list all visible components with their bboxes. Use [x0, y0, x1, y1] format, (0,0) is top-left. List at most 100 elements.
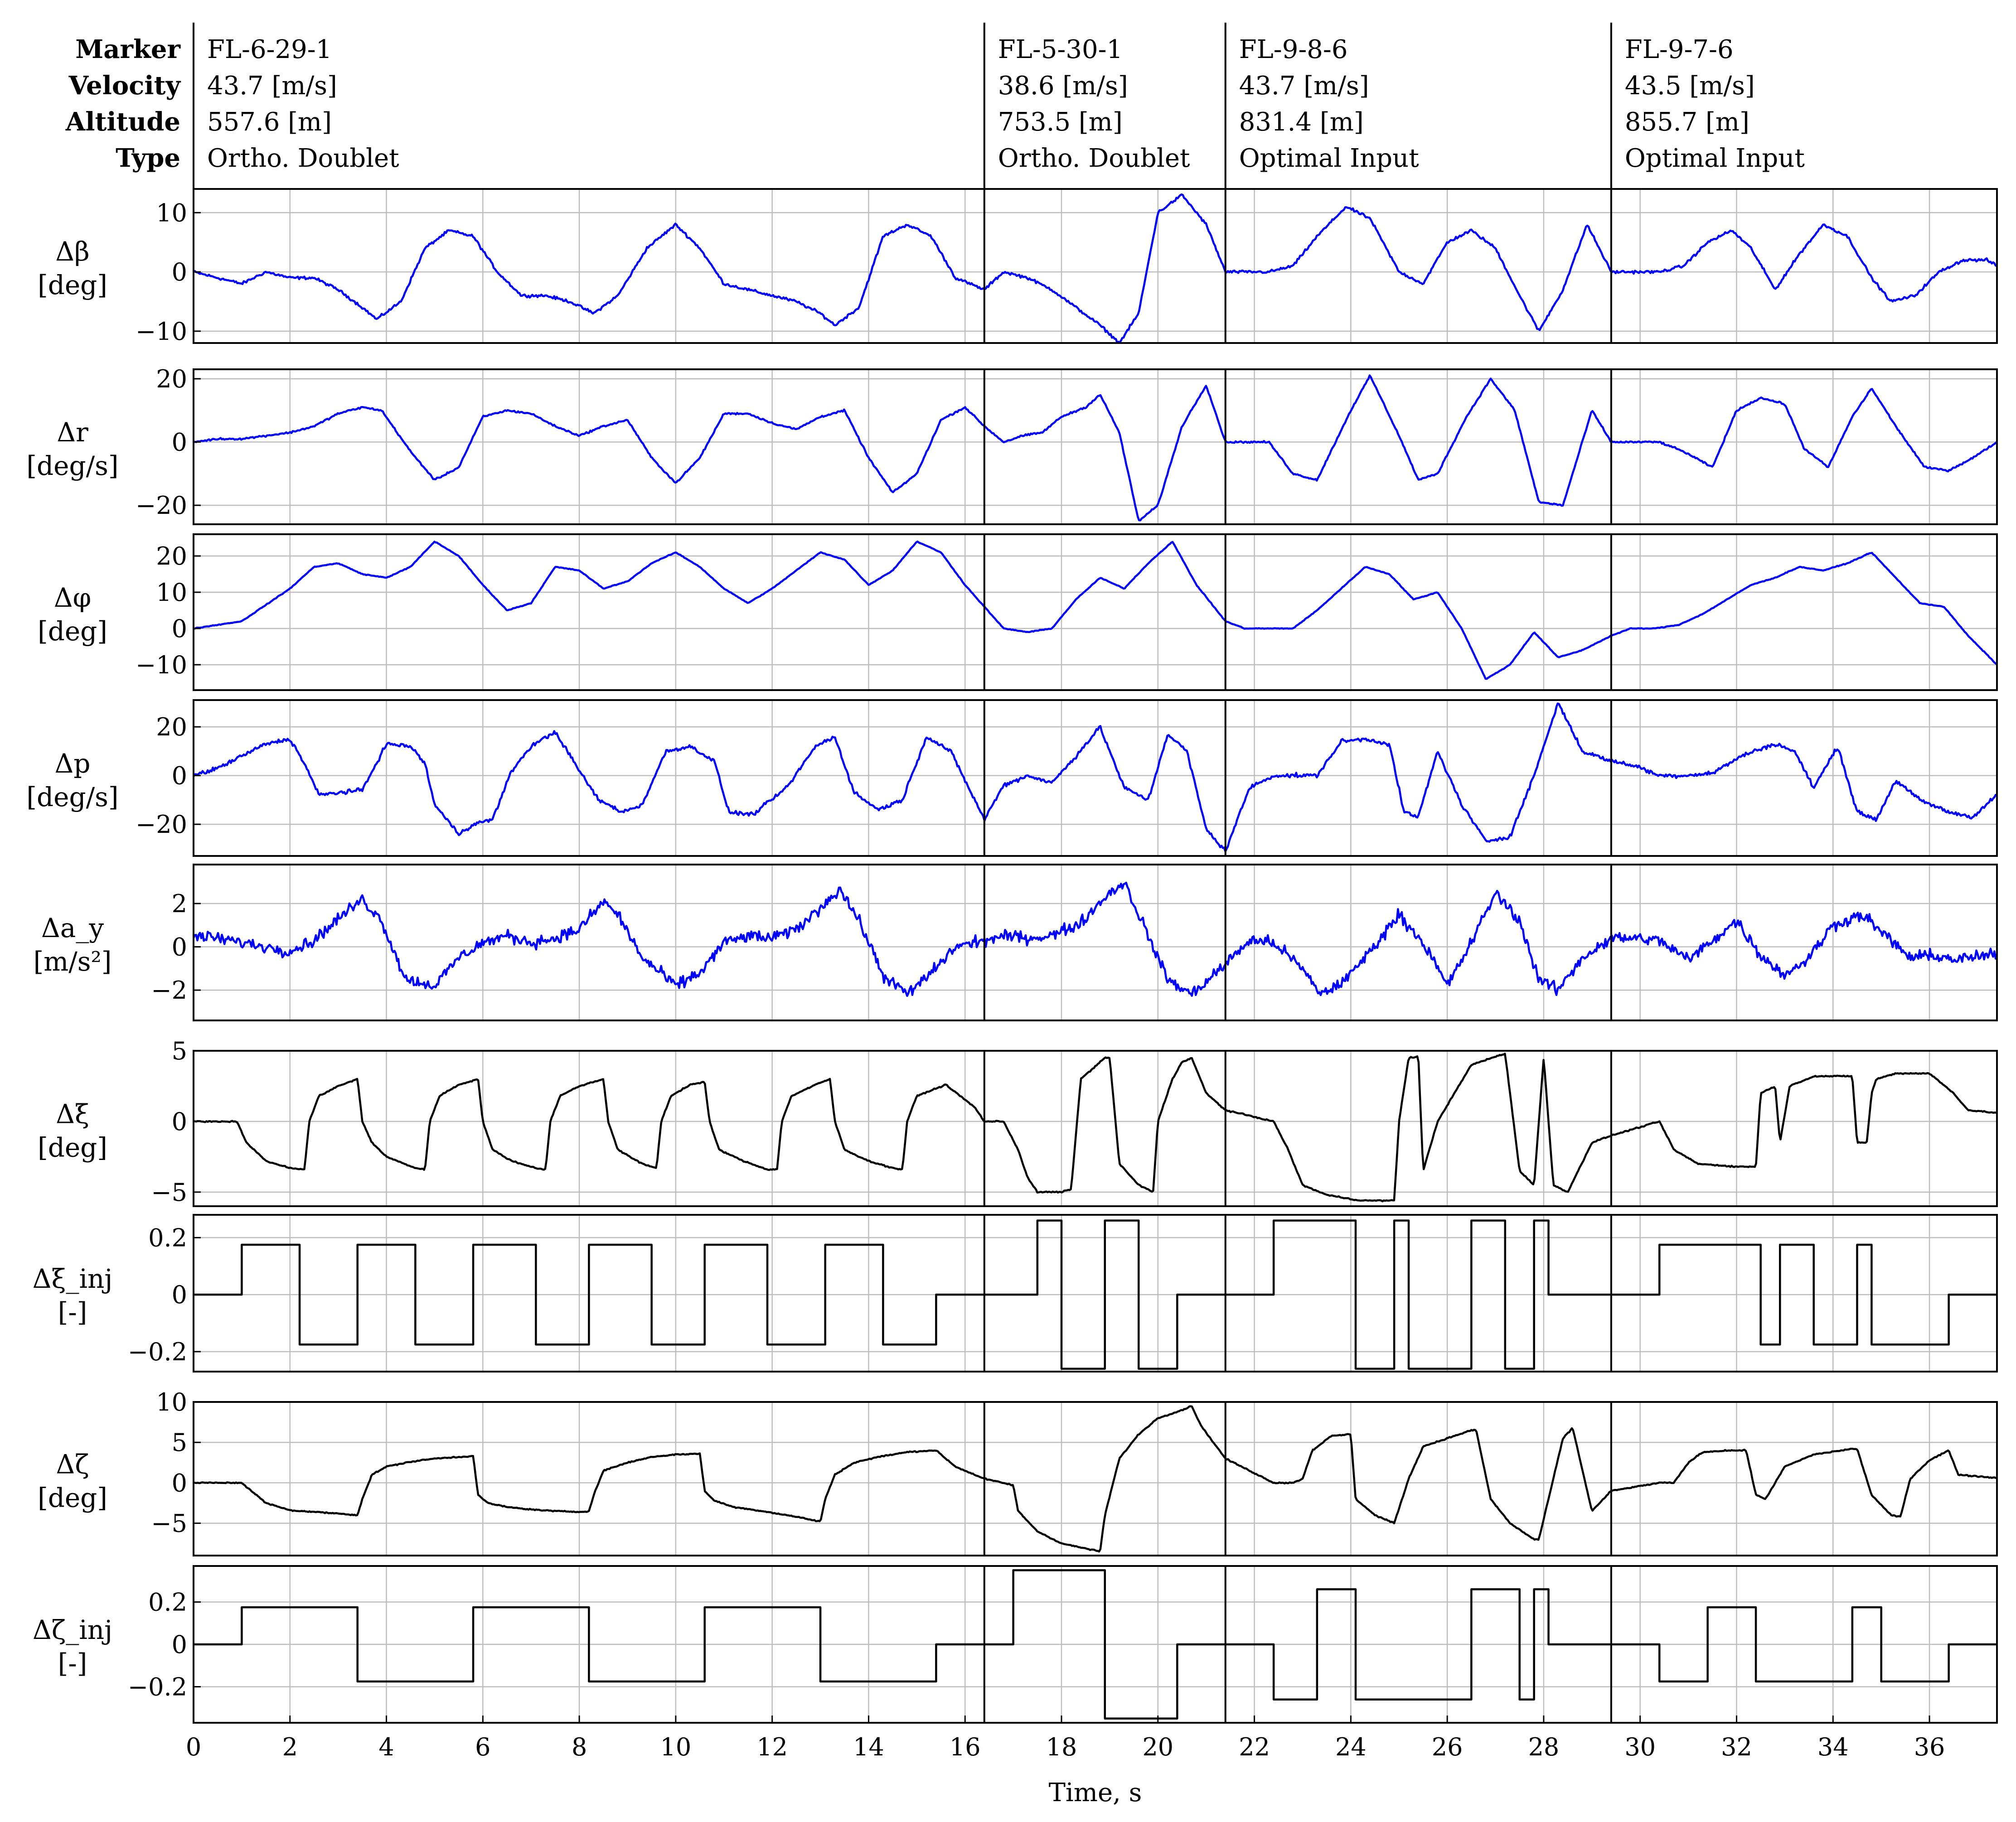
y-tick-label: 0 — [172, 614, 187, 643]
series-line-6 — [193, 1053, 1997, 1203]
x-tick-label: 32 — [1721, 1733, 1752, 1761]
panel-name: Δξ — [56, 1099, 89, 1130]
y-tick-label: 20 — [156, 542, 187, 570]
header-altitude-4: 855.7 [m] — [1625, 107, 1749, 137]
x-tick-label: 22 — [1239, 1733, 1270, 1761]
panel-name: Δp — [54, 748, 90, 779]
header-table: Marker Velocity Altitude Type FL-6-29-1 43.7 … — [65, 23, 1805, 189]
y-tick-label: 5 — [172, 1428, 187, 1457]
series-line-1 — [193, 193, 1997, 344]
y-tick-label: −20 — [136, 810, 187, 839]
x-tick-label: 28 — [1528, 1733, 1560, 1761]
panel-frame — [193, 699, 1998, 857]
y-tick-label: 0 — [172, 428, 187, 457]
x-tick-label: 34 — [1817, 1733, 1849, 1761]
x-tick-label: 18 — [1046, 1733, 1077, 1761]
x-tick-label: 10 — [660, 1733, 692, 1761]
panel-unit: [deg] — [38, 270, 107, 300]
series-line-8 — [193, 1405, 1997, 1553]
panel-frame — [193, 1050, 1998, 1207]
panel-name: Δa_y — [41, 913, 104, 943]
panel-unit: [deg] — [38, 1483, 107, 1513]
header-key-altitude: Altitude — [65, 107, 180, 137]
header-marker-1: FL-6-29-1 — [207, 35, 332, 64]
header-altitude-3: 831.4 [m] — [1239, 107, 1364, 137]
x-tick-label: 20 — [1142, 1733, 1173, 1761]
y-tick-label: 10 — [156, 1388, 187, 1416]
panel-4: −20 0 20 Δp[deg/s] — [26, 699, 1998, 857]
header-key-velocity: Velocity — [68, 71, 181, 101]
panel-frame — [193, 1401, 1998, 1556]
x-tick-label: 26 — [1432, 1733, 1463, 1761]
panel-name: Δζ — [56, 1449, 89, 1480]
y-tick-label: −2 — [151, 976, 187, 1005]
y-tick-label: −5 — [151, 1178, 187, 1207]
panel-name: Δr — [57, 417, 88, 448]
panel-6: −5 0 5 Δξ[deg] — [38, 1037, 1998, 1207]
x-tick-label: 14 — [853, 1733, 884, 1761]
y-tick-label: −10 — [136, 317, 187, 346]
x-tick-label: 6 — [475, 1733, 490, 1761]
y-tick-label: 0 — [172, 762, 187, 790]
panel-7: −0.2 0 0.2 Δξ_inj [-] — [33, 1214, 1998, 1373]
y-tick-label: 10 — [156, 198, 187, 227]
header-key-type: Type — [116, 143, 180, 173]
panel-unit: [deg/s] — [26, 450, 118, 481]
panel-3: −10 0 10 20 Δφ[deg] — [38, 533, 1998, 691]
panel-unit: [deg/s] — [26, 782, 118, 812]
series-line-7 — [194, 1219, 1997, 1370]
x-tick-label: 12 — [756, 1733, 788, 1761]
y-tick-label: 0.2 — [148, 1223, 187, 1252]
header-velocity-3: 43.7 [m/s] — [1239, 71, 1369, 101]
panel-1: −10 0 10 Δβ[deg] — [38, 188, 1998, 346]
series-line-4 — [193, 702, 1997, 853]
panel-frame — [193, 368, 1998, 525]
y-tick-label: −0.2 — [128, 1338, 187, 1366]
panel-unit: [m/s²] — [34, 946, 112, 977]
y-tick-label: 2 — [172, 889, 187, 918]
y-tick-label: −20 — [136, 491, 187, 520]
header-velocity-2: 38.6 [m/s] — [998, 71, 1128, 101]
y-tick-label: 10 — [156, 578, 187, 607]
panel-name: Δζ_inj — [33, 1614, 112, 1645]
y-tick-label: 20 — [156, 713, 187, 741]
header-altitude-2: 753.5 [m] — [998, 107, 1123, 137]
panel-frame — [193, 1214, 1998, 1373]
panel-unit: [deg] — [38, 1132, 107, 1163]
panel-frame — [193, 864, 1998, 1021]
y-tick-label: 0 — [172, 1630, 187, 1659]
panel-unit: [deg] — [38, 616, 107, 647]
header-type-1: Ortho. Doublet — [207, 144, 399, 173]
panel-name: Δξ_inj — [33, 1263, 113, 1294]
x-tick-label: 36 — [1914, 1733, 1945, 1761]
y-tick-label: 0 — [172, 1469, 187, 1497]
header-marker-2: FL-5-30-1 — [998, 35, 1123, 64]
panel-2: −20 0 20 Δr[deg/s] — [26, 365, 1998, 525]
panel-8: −5 0 5 10 Δζ[deg] — [38, 1388, 1998, 1556]
x-tick-label: 2 — [282, 1733, 298, 1761]
series-line-9 — [194, 1569, 1997, 1720]
y-tick-label: 0 — [172, 258, 187, 286]
panel-5: −2 0 2 Δa_y[m/s²] — [34, 864, 1998, 1021]
y-tick-label: −10 — [136, 651, 187, 679]
x-tick-label: 0 — [186, 1733, 201, 1761]
panel-frame — [193, 533, 1998, 691]
y-tick-label: 5 — [172, 1037, 187, 1065]
y-tick-label: 0 — [172, 1281, 187, 1309]
header-key-marker: Marker — [75, 34, 181, 64]
header-marker-4: FL-9-7-6 — [1625, 35, 1734, 64]
panel-unit: [-] — [58, 1648, 87, 1679]
header-altitude-1: 557.6 [m] — [207, 107, 332, 137]
header-type-3: Optimal Input — [1239, 144, 1419, 173]
series-line-2 — [193, 374, 1998, 522]
y-tick-label: 0.2 — [148, 1588, 187, 1616]
y-tick-label: −5 — [151, 1509, 187, 1538]
y-tick-label: 0 — [172, 933, 187, 962]
panel-name: Δφ — [54, 582, 92, 613]
x-tick-label: 16 — [950, 1733, 981, 1761]
y-tick-label: 20 — [156, 365, 187, 393]
header-velocity-1: 43.7 [m/s] — [207, 71, 337, 101]
